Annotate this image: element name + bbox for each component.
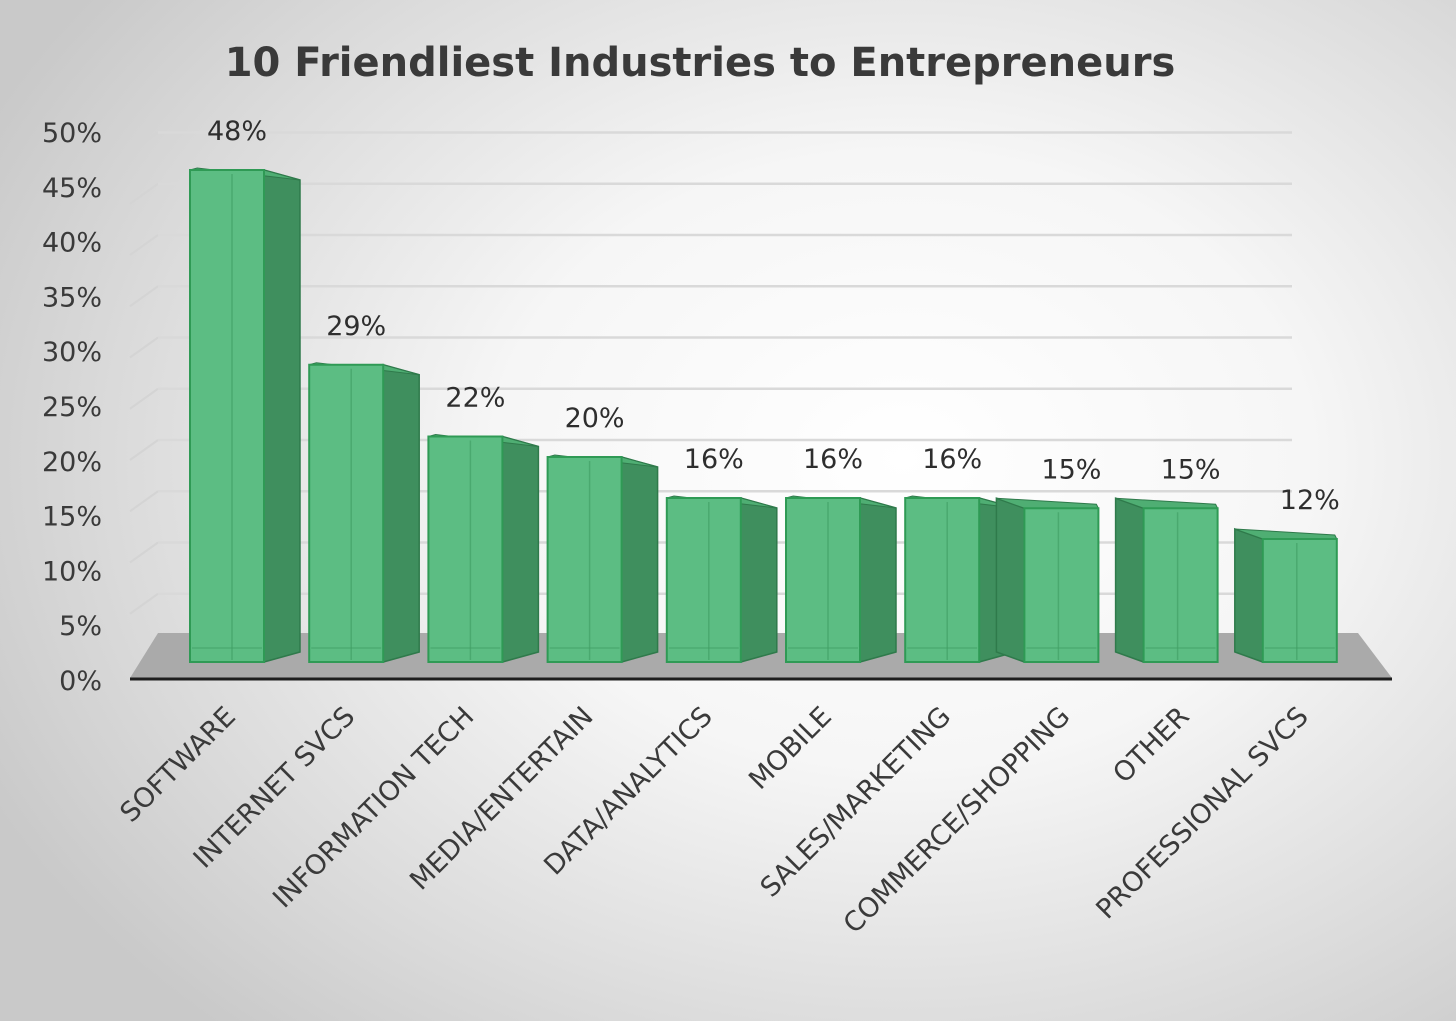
y-tick-label: 0%	[59, 666, 102, 697]
y-tick-label: 30%	[42, 337, 102, 368]
x-tick-label: SOFTWARE	[114, 701, 242, 829]
y-axis-ticks: 0% 5% 10% 15% 20% 25% 30% 35% 40% 45% 50%	[42, 118, 102, 697]
bar	[1114, 497, 1219, 664]
bar-side	[1234, 527, 1264, 664]
bar-front	[546, 456, 623, 663]
y-tick-label: 20%	[42, 447, 102, 478]
bar-front	[1023, 507, 1100, 663]
data-label: 12%	[1280, 485, 1340, 516]
bar-front	[189, 169, 265, 663]
bar-side	[740, 497, 778, 663]
bar-front	[308, 363, 385, 663]
bars	[189, 167, 1338, 664]
data-labels: 48% 29% 22% 20% 16% 16% 16% 15% 15% 12%	[207, 116, 1340, 516]
bar-front	[427, 435, 504, 663]
gridline-side	[129, 439, 159, 461]
bar-front	[665, 497, 742, 663]
data-label: 48%	[207, 116, 267, 147]
bar-side	[859, 497, 897, 663]
gridline-side	[129, 285, 159, 308]
gridline-side	[129, 592, 159, 615]
bar	[995, 497, 1100, 664]
y-tick-label: 25%	[42, 392, 102, 423]
y-tick-label: 40%	[42, 228, 102, 259]
bar-front	[1261, 538, 1338, 663]
gridline-side	[129, 336, 159, 359]
bar-side	[382, 363, 420, 663]
gridline-side	[129, 387, 159, 410]
x-tick-label: COMMERCE/SHOPPING	[838, 701, 1077, 940]
data-label: 29%	[326, 311, 386, 342]
x-tick-label: OTHER	[1107, 701, 1195, 789]
data-label: 15%	[1161, 454, 1221, 485]
bar	[427, 433, 540, 663]
bar-side	[620, 456, 659, 663]
y-tick-label: 35%	[42, 282, 102, 313]
x-tick-label: INFORMATION TECH	[267, 701, 480, 914]
bar	[1234, 527, 1338, 664]
bar-side	[995, 497, 1026, 664]
bar	[665, 495, 778, 663]
y-tick-label: 45%	[42, 173, 102, 204]
data-label: 22%	[445, 383, 505, 414]
chart-title: 10 Friendliest Industries to Entrepreneu…	[225, 40, 1176, 86]
gridline-side	[129, 182, 159, 205]
bar-front	[785, 497, 861, 663]
y-tick-label: 5%	[59, 611, 102, 642]
x-tick-label: PROFESSIONAL SVCS	[1090, 701, 1314, 925]
bar	[785, 495, 897, 663]
data-label: 20%	[565, 403, 625, 434]
y-tick-label: 10%	[42, 556, 102, 587]
y-tick-label: 15%	[42, 502, 102, 533]
bar-front	[904, 497, 981, 663]
gridline-side	[129, 490, 159, 513]
gridline-side	[129, 234, 159, 256]
gridline-side	[129, 131, 159, 154]
data-label: 16%	[803, 444, 863, 475]
x-tick-label: MOBILE	[743, 701, 838, 796]
data-label: 15%	[1041, 454, 1101, 485]
bar-side	[501, 435, 540, 663]
data-label: 16%	[922, 444, 982, 475]
bar	[308, 362, 420, 663]
bar	[189, 167, 301, 663]
data-label: 16%	[684, 444, 744, 475]
bar-side	[1114, 497, 1145, 664]
y-tick-label: 50%	[42, 118, 102, 149]
bar-side	[263, 169, 301, 663]
gridline-side	[129, 541, 159, 564]
bar	[546, 454, 659, 663]
bar-front	[1142, 507, 1219, 663]
